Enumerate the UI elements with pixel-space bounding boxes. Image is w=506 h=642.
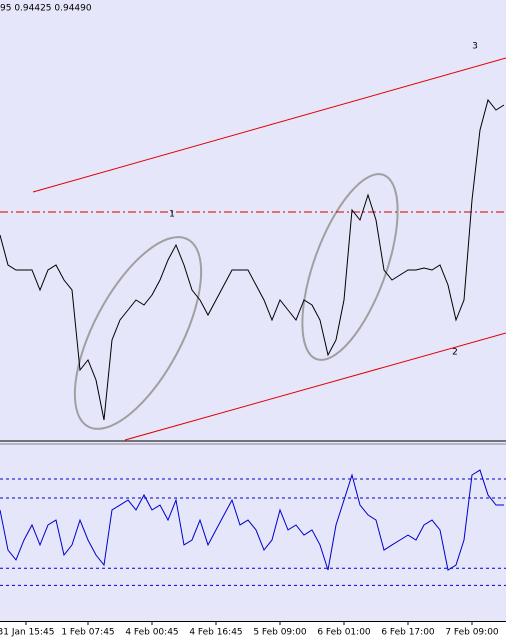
- chart-header: 95 0.94425 0.94490: [0, 4, 92, 14]
- annotation: 3: [472, 42, 478, 52]
- trend-line: [124, 332, 506, 441]
- annotation: 2: [452, 348, 458, 358]
- series-line: [0, 469, 504, 571]
- x-tick-label: 6 Feb 01:00: [317, 628, 371, 638]
- chart-background: [0, 0, 506, 621]
- x-tick-label: 4 Feb 00:45: [125, 628, 178, 638]
- trend-line: [32, 57, 506, 193]
- series-line: [0, 98, 505, 421]
- x-tick-label: 7 Feb 09:00: [445, 628, 499, 638]
- x-tick-label: 31 Jan 15:45: [0, 628, 54, 638]
- annotation: 1: [169, 210, 175, 220]
- x-tick-label: 4 Feb 16:45: [189, 628, 242, 638]
- x-tick-label: 6 Feb 17:00: [381, 628, 435, 638]
- x-tick-label: 1 Feb 07:45: [61, 628, 114, 638]
- highlight-ellipse: [301, 173, 399, 361]
- x-tick-label: 5 Feb 09:00: [253, 628, 307, 638]
- highlight-ellipse: [73, 236, 203, 430]
